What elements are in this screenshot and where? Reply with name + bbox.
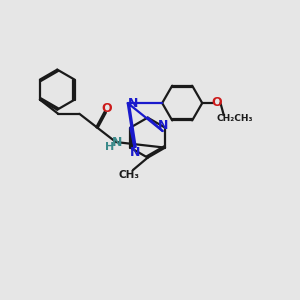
Text: N: N bbox=[130, 146, 140, 159]
Text: H: H bbox=[105, 142, 115, 152]
Text: O: O bbox=[102, 102, 112, 115]
Text: N: N bbox=[128, 97, 138, 110]
Text: N: N bbox=[112, 136, 122, 149]
Text: CH₃: CH₃ bbox=[119, 170, 140, 180]
Text: CH₂CH₃: CH₂CH₃ bbox=[217, 114, 253, 123]
Text: O: O bbox=[211, 96, 222, 109]
Text: N: N bbox=[158, 119, 168, 132]
